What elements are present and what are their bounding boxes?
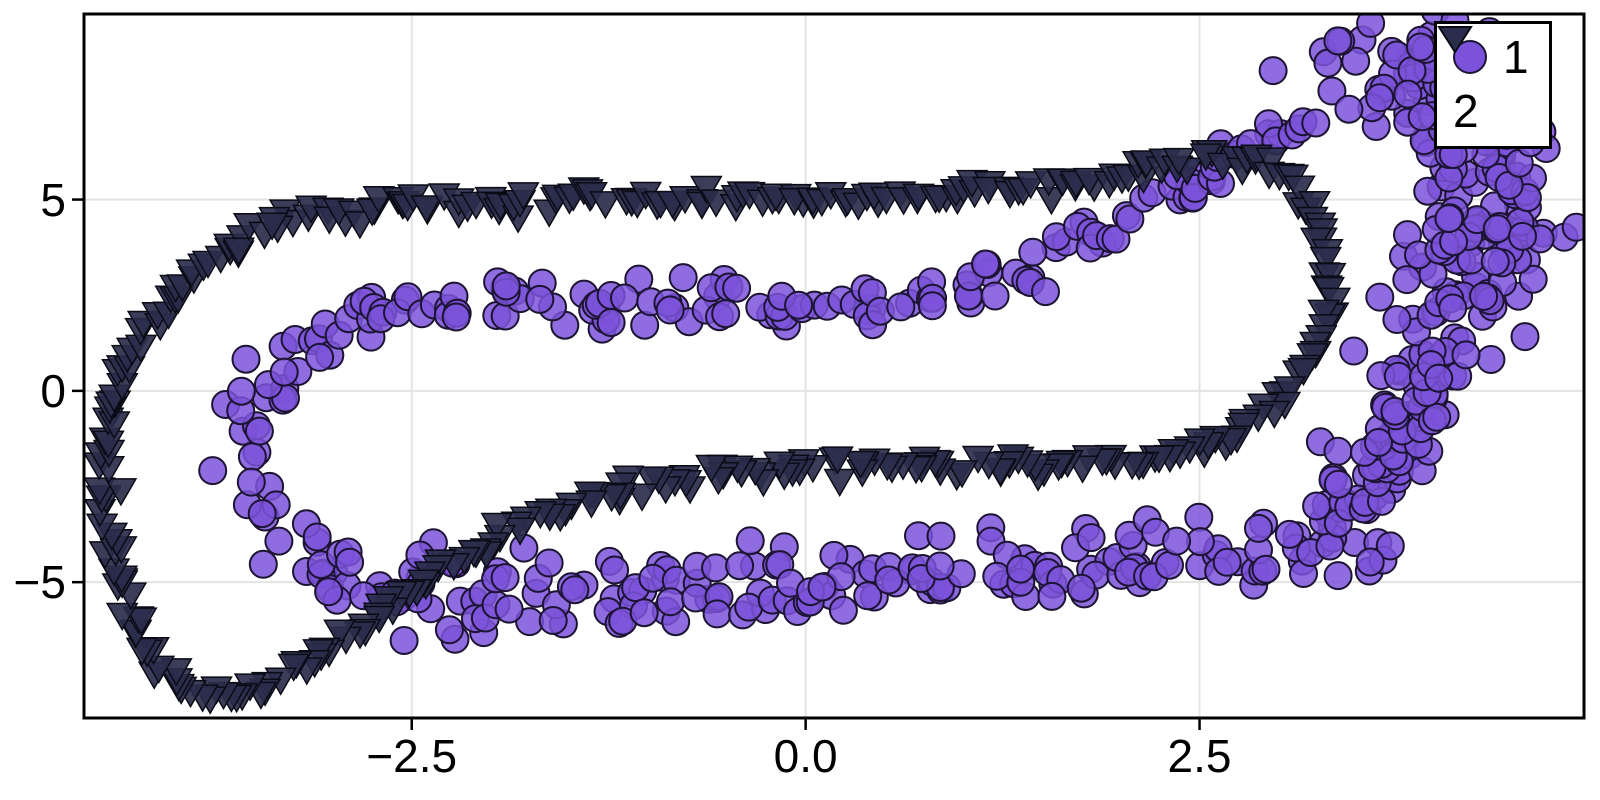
x-tick-label: 2.5 [1167,730,1232,782]
tick-marks [72,198,1201,730]
legend-label: 1 [1503,31,1529,83]
series-1 [198,14,1584,655]
legend-entry-2: 2 [1437,26,1529,137]
x-tick-label: −2.5 [366,730,458,782]
series-layer [84,14,1584,715]
legend-entry-1: 1 [1453,34,1529,80]
legend: 1 2 [1434,21,1552,149]
legend-label: 2 [1453,85,1479,137]
y-tick-label: 0 [40,364,66,417]
circle-marker-icon [1453,40,1487,74]
triangle-down-marker-icon [1437,26,1473,54]
series-2 [84,139,1352,715]
y-tick-label: 5 [40,173,66,226]
x-tick-label: 0.0 [773,730,838,782]
y-tick-label: −5 [13,556,66,609]
plot-frame [82,12,1586,720]
